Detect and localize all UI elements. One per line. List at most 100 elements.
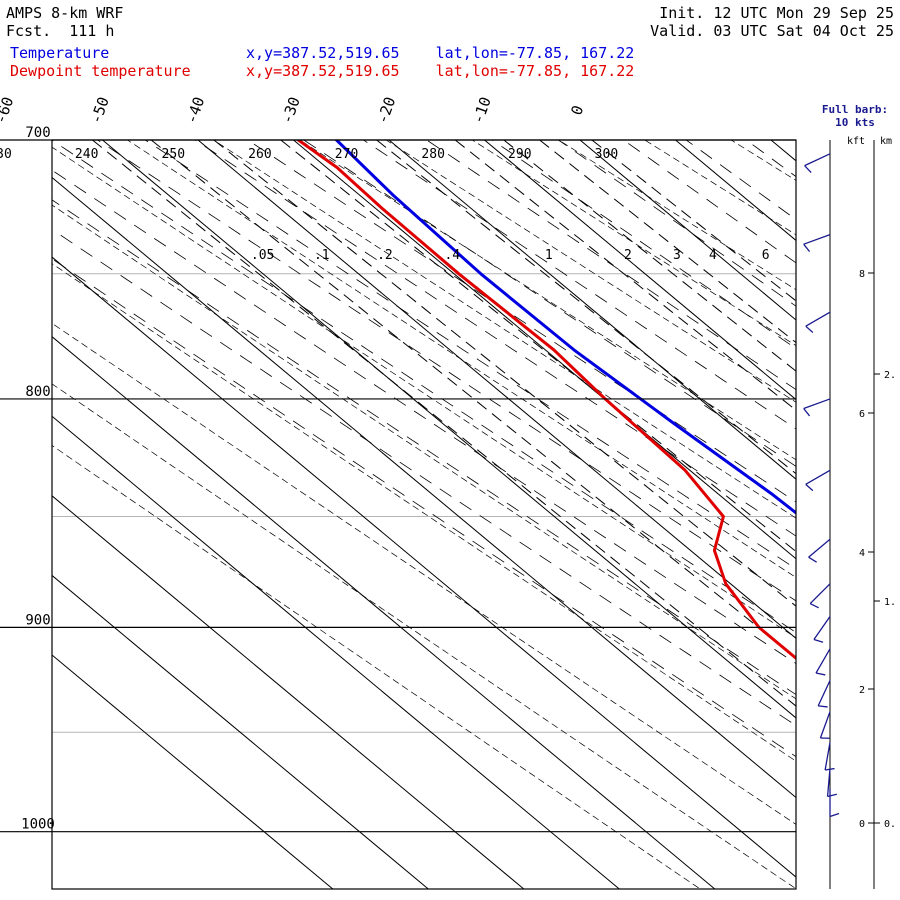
isotherm [52,176,796,799]
wind-barb-staff [805,311,831,327]
pressure-tick-label: 800 [25,384,50,400]
isotherm [52,256,796,878]
mixing-ratio-line [92,140,796,707]
mixing-ratio-label: 2 [624,248,632,263]
km-tick-label: 1. [884,597,896,608]
dewpoint-profile [296,140,796,661]
mixing-ratio-line [376,140,796,475]
temperature-tick-label: -40 [182,94,208,126]
forecast-hour: Fcst. 111 h [6,22,115,40]
wind-barb-flag [827,793,837,798]
km-axis-label: km [880,136,892,147]
isotherm [52,336,716,889]
moist-adiabat [745,140,796,178]
wind-barb-flag [804,165,812,173]
init-time: Init. 12 UTC Mon 29 Sep 25 [659,4,894,22]
wind-barb-flag [805,325,814,333]
wind-barb-flag [829,812,840,818]
chart-series [296,140,796,661]
mixing-ratio-label: 1 [545,248,553,263]
isotherm [102,140,796,719]
dry-adiabat-label: 240 [75,147,98,162]
dry-adiabat [557,140,796,291]
wind-barb-flag [815,672,826,676]
temperature-tick-label: -30 [278,94,304,126]
dry-adiabat [418,0,900,900]
mixing-ratio-line [280,140,796,553]
isotherm [484,140,796,401]
plot-frame [51,139,797,890]
kft-tick-label: 8 [859,269,865,280]
kft-tick-label: 4 [859,548,865,559]
mixing-ratio-line [213,140,796,607]
isotherm [52,415,620,889]
isotherm [388,140,796,480]
mixing-ratio-line [150,140,796,659]
temperature-tick-label: -10 [469,94,495,126]
wind-barb-staff [804,153,831,167]
barb-title: Full barb: [822,103,888,116]
kft-tick-label: 0 [859,819,865,830]
mixing-ratio-label: .1 [314,248,330,263]
wind-barb-flag [818,705,828,708]
mixing-ratio-label: 4 [709,248,717,263]
wind-barb-flag [803,408,811,417]
moist-adiabat [622,140,796,264]
temperature-tick-label: 0 [567,103,587,118]
pressure-tick-label: 1000 [21,817,55,833]
wind-barb-staff [803,398,831,410]
right-panel: Full barb: 10 kts kft km 0 2 4 6 8 0. 1. 2. [803,103,896,889]
dry-adiabat-label: 260 [248,147,271,162]
pressure-tick-label: 900 [25,612,50,628]
pressure-tick-label: 700 [25,125,50,141]
dry-adiabat-label: 250 [162,147,185,162]
mixing-ratio-line [539,140,796,344]
dry-adiabat-label: 270 [335,147,358,162]
dry-adiabat-label: 290 [508,147,531,162]
wind-barb-flag [803,243,811,253]
mixing-ratio-label: 6 [762,248,770,263]
temperature-tick-label: -50 [87,94,113,126]
wind-barb-staff [808,538,831,558]
temperature-tick-label: -60 [0,94,17,126]
dry-adiabat-label: 280 [421,147,444,162]
dry-adiabat-label: 230 [0,147,12,162]
wind-barb-flag [808,556,817,563]
temperature-location: x,y=387.52,519.65 lat,lon=-77.85, 167.22 [246,44,635,62]
isotherm [52,574,429,889]
wind-barb-flag [809,602,819,609]
wind-barb-staff [815,648,831,674]
moist-adiabat [491,140,796,350]
mixing-ratio-label: 3 [673,248,681,263]
wind-barb-staff [819,711,831,739]
kft-tick-label: 2 [859,685,865,696]
dewpoint-legend-label: Dewpoint temperature [10,62,191,80]
model-title: AMPS 8-km WRF [6,4,124,22]
temperature-legend-label: Temperature [10,44,110,62]
mixing-ratio-line [591,140,796,302]
km-tick-label: 0. [884,819,896,830]
km-tick-label: 2. [884,370,896,381]
wind-barb-staff [813,616,831,640]
wind-barb-staff [824,742,831,771]
dry-adiabat [336,0,900,900]
mixing-ratio-label: .4 [444,248,460,263]
dry-adiabat [730,140,796,181]
wind-barbs [803,153,840,818]
